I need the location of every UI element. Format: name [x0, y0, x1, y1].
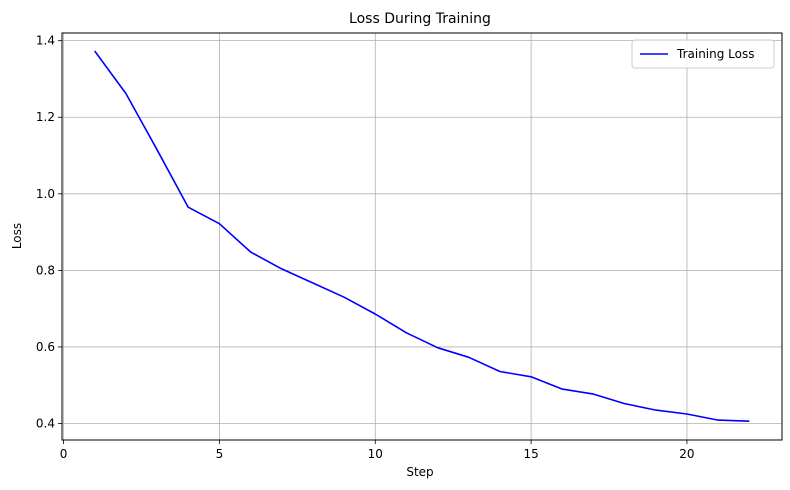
legend-box [631, 39, 775, 69]
legend-label-training-loss: Training Loss [676, 47, 754, 61]
x-tick-label: 20 [679, 447, 694, 461]
y-tick-label: 1.0 [36, 187, 55, 201]
x-axis-ticks: 0 5 10 15 20 [60, 440, 695, 461]
y-tick-label: 0.6 [36, 340, 55, 354]
x-tick-label: 10 [368, 447, 383, 461]
grid-lines [62, 33, 782, 440]
y-axis-ticks: 0.4 0.6 0.8 1.0 1.2 1.4 [36, 34, 62, 431]
plot-frame [61, 32, 783, 441]
y-axis-label: Loss [10, 223, 24, 249]
series-group [94, 50, 750, 422]
x-tick-label: 5 [216, 447, 224, 461]
y-tick-label: 1.4 [36, 34, 55, 48]
legend: Training Loss [631, 39, 775, 69]
series-line-training-loss [94, 50, 750, 422]
chart-title: Loss During Training [349, 11, 491, 27]
y-tick-label: 0.4 [36, 417, 55, 431]
y-tick-label: 1.2 [36, 110, 55, 124]
x-tick-label: 15 [523, 447, 538, 461]
y-tick-label: 0.8 [36, 263, 55, 277]
x-axis-label: Step [406, 465, 433, 479]
x-tick-label: 0 [60, 447, 68, 461]
